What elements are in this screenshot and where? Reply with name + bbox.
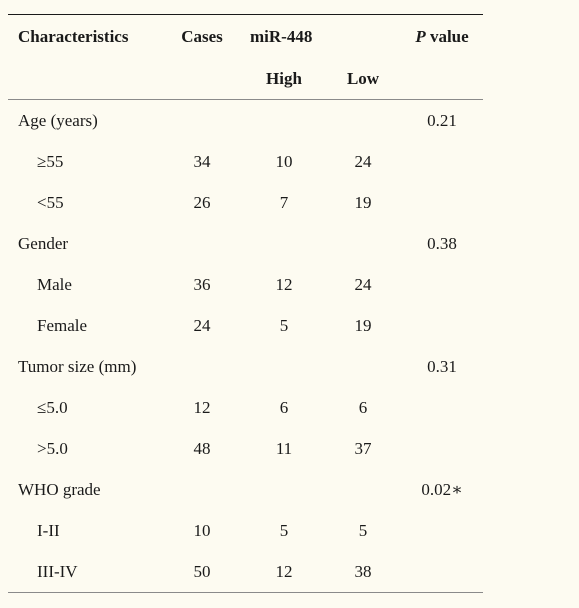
header-row-1: Characteristics Cases miR-448 P value: [8, 15, 483, 59]
header-p-value: P value: [398, 15, 486, 59]
header-row-2: High Low: [8, 59, 483, 99]
high-value: 5: [279, 521, 289, 540]
cases-value: 12: [193, 398, 211, 417]
bottom-rule: [8, 592, 483, 593]
header-cases: Cases: [181, 27, 223, 46]
high-value: 5: [279, 316, 289, 335]
table-row: III-IV 50 12 38: [8, 551, 483, 592]
row-label: Male: [37, 275, 72, 294]
group-p-value: 0.31: [427, 357, 457, 376]
low-value: 37: [354, 439, 372, 458]
group-row: Tumor size (mm) 0.31: [8, 346, 483, 387]
group-p-value: 0.21: [427, 111, 457, 130]
table-body: Age (years) 0.21 ≥55 34 10 24 <55 26 7 19 Gender 0.…: [8, 100, 483, 592]
group-p-value: 0.38: [427, 234, 457, 253]
cases-value: 10: [193, 521, 211, 540]
high-value: 7: [279, 193, 289, 212]
data-table: Characteristics Cases miR-448 P value Hi…: [8, 14, 483, 593]
row-label: Female: [37, 316, 88, 335]
group-label: Age (years): [18, 111, 98, 130]
low-value: 5: [358, 521, 368, 540]
row-label: I-II: [37, 521, 60, 540]
low-value: 6: [358, 398, 368, 417]
cases-value: 34: [193, 152, 211, 171]
low-value: 19: [354, 193, 372, 212]
high-value: 12: [275, 275, 293, 294]
cases-value: 36: [193, 275, 211, 294]
header-rule: [8, 99, 483, 100]
row-label: ≥55: [37, 152, 64, 171]
low-value: 19: [354, 316, 372, 335]
group-label: Tumor size (mm): [18, 357, 137, 376]
cases-value: 50: [193, 562, 211, 581]
header-low: Low: [346, 69, 380, 88]
row-label: III-IV: [37, 562, 78, 581]
table-row: >5.0 48 11 37: [8, 428, 483, 469]
table-row: <55 26 7 19: [8, 182, 483, 223]
header-mir-448: miR-448: [250, 27, 313, 46]
group-p-value: 0.02∗: [421, 480, 463, 499]
header-p-italic: P: [415, 27, 426, 46]
top-rule: [8, 14, 483, 15]
row-label: >5.0: [37, 439, 68, 458]
table-row: ≥55 34 10 24: [8, 141, 483, 182]
table-row: Female 24 5 19: [8, 305, 483, 346]
table-row: ≤5.0 12 6 6: [8, 387, 483, 428]
group-row: WHO grade 0.02∗: [8, 469, 483, 510]
low-value: 38: [354, 562, 372, 581]
table-row: Male 36 12 24: [8, 264, 483, 305]
cases-value: 24: [193, 316, 211, 335]
row-label: ≤5.0: [37, 398, 68, 417]
header-p-rest: value: [425, 27, 469, 46]
header-high: High: [266, 69, 302, 88]
cases-value: 48: [193, 439, 211, 458]
row-label: <55: [37, 193, 64, 212]
high-value: 6: [279, 398, 289, 417]
group-row: Gender 0.38: [8, 223, 483, 264]
group-label: WHO grade: [18, 480, 101, 499]
high-value: 12: [275, 562, 293, 581]
high-value: 10: [275, 152, 293, 171]
group-row: Age (years) 0.21: [8, 100, 483, 141]
low-value: 24: [354, 275, 372, 294]
low-value: 24: [354, 152, 372, 171]
group-label: Gender: [18, 234, 69, 253]
table-row: I-II 10 5 5: [8, 510, 483, 551]
high-value: 11: [275, 439, 293, 458]
cases-value: 26: [193, 193, 211, 212]
header-characteristics: Characteristics: [18, 27, 129, 46]
